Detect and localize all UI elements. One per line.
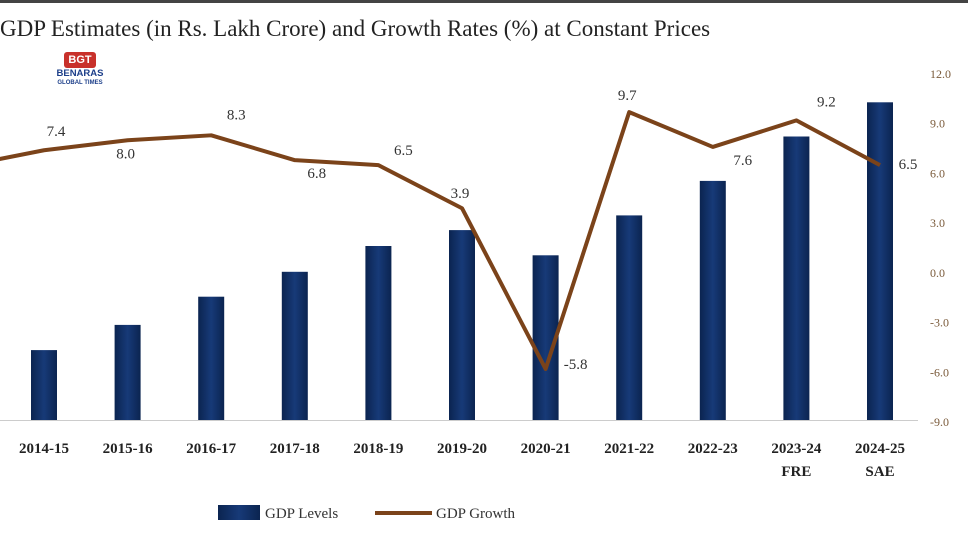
data-label-growth-2020-21: -5.8 <box>564 357 588 373</box>
right-axis-tick: -3.0 <box>930 316 949 330</box>
data-label-growth-2014-15: 7.4 <box>47 124 66 140</box>
bar-gdp-levels-2015-16 <box>114 324 141 420</box>
bar-gdp-levels-2017-18 <box>281 271 308 420</box>
x-tick-label: 2017-18 <box>270 441 320 457</box>
x-tick-label: 2015-16 <box>103 441 153 457</box>
x-tick-label: 2021-22 <box>604 441 654 457</box>
right-axis-tick: -6.0 <box>930 365 949 379</box>
data-label-growth-2021-22: 9.7 <box>618 88 637 104</box>
x-tick-sublabel: SAE <box>865 464 894 480</box>
x-tick-label: 2019-20 <box>437 441 487 457</box>
bar-gdp-levels-2018-19 <box>365 246 392 420</box>
top-border <box>0 0 968 3</box>
x-tick-label: 2023-24 <box>771 441 821 457</box>
data-label-growth-2024-25: 6.5 <box>899 157 918 173</box>
bar-gdp-levels-2022-23 <box>699 180 726 420</box>
x-tick-label: 2016-17 <box>186 441 236 457</box>
x-tick-label: 2018-19 <box>353 441 403 457</box>
x-tick-label: 2022-23 <box>688 441 738 457</box>
logo-name: BENARAS <box>56 68 104 79</box>
data-label-growth-2018-19: 6.5 <box>394 143 413 159</box>
bar-gdp-levels-2016-17 <box>198 296 225 420</box>
data-label-growth-2016-17: 8.3 <box>227 107 246 123</box>
right-axis-tick: 6.0 <box>930 166 945 180</box>
chart-title: GDP Estimates (in Rs. Lakh Crore) and Gr… <box>0 16 711 41</box>
x-tick-label: 2024-25 <box>855 441 905 457</box>
data-label-growth-2023-24: 9.2 <box>817 94 836 110</box>
x-tick-sublabel: FRE <box>781 464 811 480</box>
right-axis-tick: 3.0 <box>930 216 945 230</box>
right-axis-tick: 12.0 <box>930 67 951 81</box>
legend-swatch-gdp-levels <box>218 505 260 520</box>
legend-gdp-levels: GDP Levels <box>265 506 338 522</box>
right-axis-tick: -9.0 <box>930 415 949 429</box>
data-label-growth-2017-18: 6.8 <box>307 166 326 182</box>
data-label-growth-2019-20: 3.9 <box>451 186 470 202</box>
logo-mark: BGT <box>64 52 96 68</box>
legend: GDP Levels GDP Growth <box>218 505 516 522</box>
benaras-global-times-logo: BGT BENARAS GLOBAL TIMES <box>40 50 120 96</box>
right-axis-tick: 9.0 <box>930 117 945 131</box>
data-label-growth-2015-16: 8.0 <box>116 146 135 162</box>
x-tick-label: 2020-21 <box>521 441 571 457</box>
logo-sub: GLOBAL TIMES <box>57 80 103 86</box>
right-axis-tick: 0.0 <box>930 266 945 280</box>
line-gdp-growth <box>0 110 881 371</box>
legend-gdp-growth: GDP Growth <box>436 506 516 522</box>
bar-gdp-levels-2019-20 <box>449 230 475 420</box>
x-tick-label: 2014-15 <box>19 441 69 457</box>
bar-gdp-levels-2021-22 <box>616 215 643 420</box>
bar-gdp-levels-2023-24 <box>783 136 810 420</box>
bar-gdp-levels-2024-25 <box>867 102 893 421</box>
data-label-growth-2022-23: 7.6 <box>733 153 752 169</box>
bar-gdp-levels-2014-15 <box>31 350 57 420</box>
